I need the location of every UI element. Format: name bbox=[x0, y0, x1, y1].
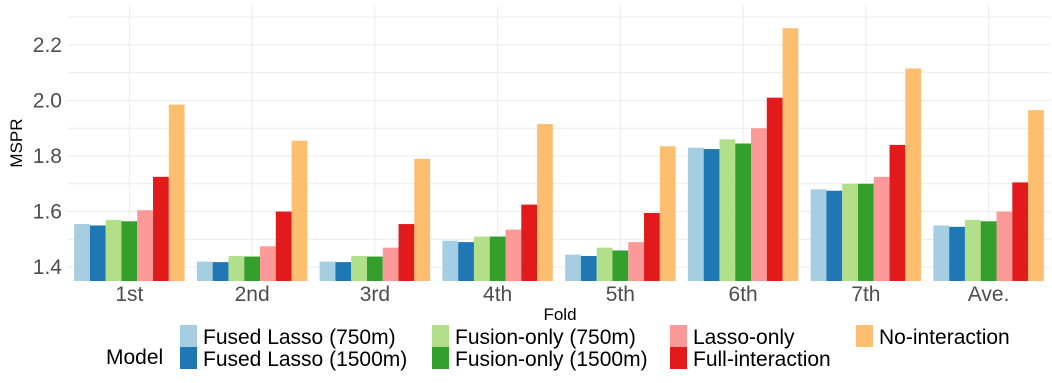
x-axis-ticks: 1st 2nd 3rd 4th 5th 6th 7th Ave. bbox=[115, 283, 1009, 306]
bar bbox=[89, 225, 106, 281]
bar bbox=[873, 176, 890, 281]
bar bbox=[933, 225, 950, 281]
bar bbox=[228, 256, 245, 281]
bar bbox=[782, 28, 799, 281]
bar bbox=[628, 242, 645, 281]
bar bbox=[121, 221, 138, 281]
y-tick-label: 2.2 bbox=[33, 34, 62, 57]
bar bbox=[398, 224, 415, 281]
bar bbox=[580, 256, 597, 281]
bar bbox=[659, 146, 676, 281]
bar bbox=[458, 242, 474, 281]
bar bbox=[521, 204, 538, 281]
bar bbox=[153, 176, 169, 281]
bar bbox=[168, 104, 185, 281]
bar bbox=[612, 250, 629, 281]
bar bbox=[244, 256, 261, 281]
y-tick-label: 1.4 bbox=[33, 256, 63, 279]
bar bbox=[196, 261, 213, 281]
legend-key bbox=[180, 325, 197, 347]
legend-key bbox=[180, 347, 197, 369]
y-tick-label: 1.6 bbox=[33, 201, 62, 224]
x-tick-label: 1st bbox=[115, 283, 143, 306]
bar bbox=[826, 190, 843, 281]
x-tick-label: 3rd bbox=[360, 283, 390, 306]
bar bbox=[442, 240, 459, 281]
bar bbox=[751, 128, 767, 281]
bar bbox=[889, 144, 906, 281]
legend-label: Fused Lasso (1500m) bbox=[203, 348, 407, 371]
bar bbox=[1012, 182, 1029, 281]
legend-key bbox=[856, 325, 873, 347]
grid-lines bbox=[68, 6, 1050, 281]
bar bbox=[687, 147, 704, 281]
bar bbox=[565, 254, 581, 281]
x-tick-label: 6th bbox=[729, 283, 758, 306]
legend-label: Full-interaction bbox=[693, 348, 831, 371]
bar bbox=[1028, 110, 1044, 282]
bar bbox=[537, 124, 553, 281]
bar bbox=[105, 219, 122, 281]
bar bbox=[735, 143, 752, 281]
x-axis-title: Fold bbox=[543, 305, 576, 324]
bar bbox=[382, 247, 399, 281]
bar bbox=[842, 183, 858, 281]
bar bbox=[996, 211, 1013, 281]
y-axis-title: MSPR bbox=[7, 118, 26, 167]
bar bbox=[291, 140, 308, 281]
bar bbox=[644, 212, 660, 281]
legend-label: Fusion-only (1500m) bbox=[455, 348, 648, 371]
bar bbox=[857, 183, 874, 281]
bar bbox=[319, 261, 336, 281]
y-tick-label: 2.0 bbox=[33, 89, 62, 112]
x-tick-label: 7th bbox=[851, 283, 880, 306]
bar bbox=[810, 189, 827, 281]
bar bbox=[719, 139, 736, 281]
bar bbox=[473, 236, 490, 281]
bar bbox=[596, 247, 613, 281]
legend-title: Model bbox=[106, 346, 163, 369]
legend-key bbox=[670, 347, 687, 369]
legend-label: Lasso-only bbox=[693, 326, 795, 349]
bar bbox=[905, 68, 922, 281]
bar bbox=[275, 211, 292, 281]
bar bbox=[980, 221, 997, 281]
bar bbox=[703, 149, 720, 281]
bar bbox=[414, 158, 431, 281]
y-tick-label: 1.8 bbox=[33, 145, 62, 168]
legend-label: Fused Lasso (750m) bbox=[203, 326, 396, 349]
bar bbox=[505, 229, 522, 281]
bar bbox=[964, 219, 981, 281]
legend-label: No-interaction bbox=[879, 326, 1010, 349]
x-tick-label: 2nd bbox=[235, 283, 270, 306]
bar bbox=[949, 226, 965, 281]
bar bbox=[137, 210, 154, 281]
bar bbox=[212, 262, 229, 281]
legend: Model Fused Lasso (750m)Fused Lasso (150… bbox=[106, 325, 1010, 371]
x-tick-label: Ave. bbox=[968, 283, 1010, 306]
x-tick-label: 4th bbox=[483, 283, 512, 306]
y-axis-ticks: 1.4 1.6 1.8 2.0 2.2 bbox=[33, 34, 63, 279]
legend-key bbox=[432, 347, 449, 369]
bar bbox=[366, 256, 383, 281]
bar bbox=[335, 262, 352, 281]
legend-label: Fusion-only (750m) bbox=[455, 326, 636, 349]
x-tick-label: 5th bbox=[606, 283, 635, 306]
bar bbox=[351, 256, 367, 281]
legend-key bbox=[670, 325, 687, 347]
bar bbox=[260, 246, 276, 281]
bar bbox=[766, 97, 783, 282]
bars bbox=[74, 28, 1044, 282]
bar bbox=[74, 224, 90, 281]
legend-key bbox=[432, 325, 449, 347]
bar bbox=[489, 236, 506, 281]
